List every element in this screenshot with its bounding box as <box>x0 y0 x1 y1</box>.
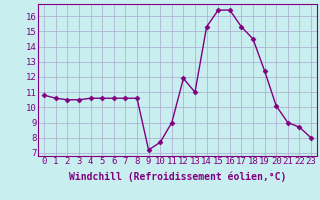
X-axis label: Windchill (Refroidissement éolien,°C): Windchill (Refroidissement éolien,°C) <box>69 172 286 182</box>
